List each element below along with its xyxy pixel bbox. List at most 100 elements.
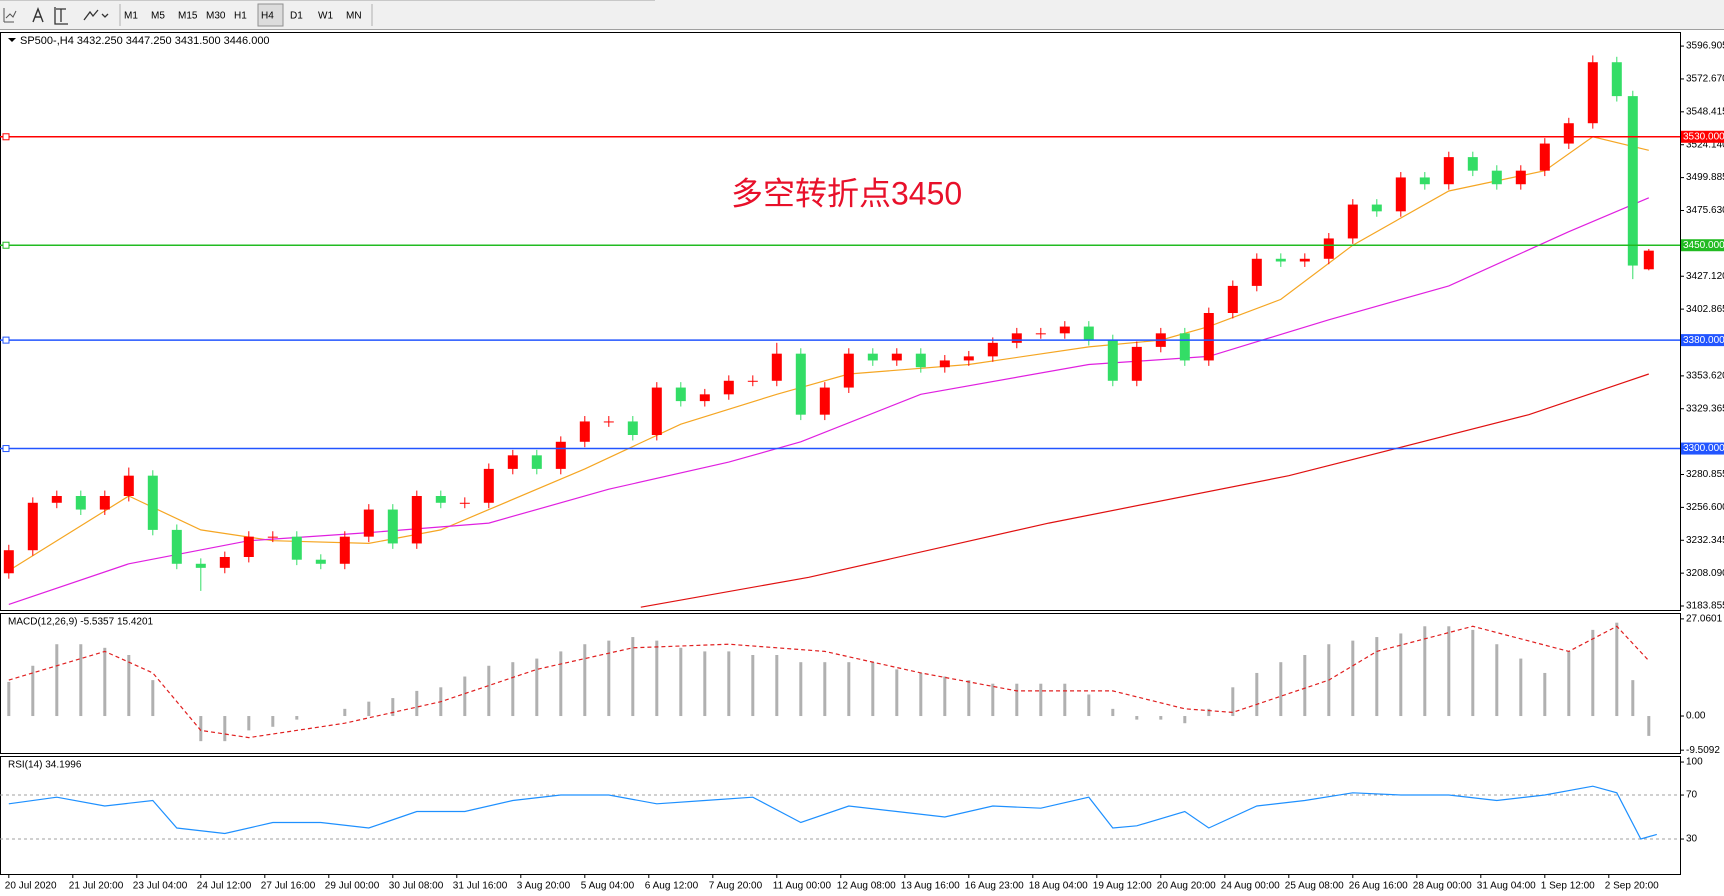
histogram-bar bbox=[943, 676, 947, 717]
chart-title: SP500-,H4 3432.250 3447.250 3431.500 344… bbox=[20, 35, 270, 47]
histogram-bar bbox=[1063, 683, 1067, 717]
histogram-bar bbox=[1087, 694, 1091, 717]
candle-body bbox=[435, 495, 446, 503]
candle-body bbox=[1035, 333, 1046, 335]
x-tick-label: 24 Jul 12:00 bbox=[197, 881, 252, 892]
x-tick-label: 7 Aug 20:00 bbox=[709, 881, 763, 892]
y-tick-label: 3475.630 bbox=[1686, 205, 1724, 216]
histogram-bar bbox=[751, 655, 755, 717]
toolbar: M1 M5 M15 M30 H1 H4 D1 W1 MN bbox=[0, 0, 1724, 30]
timeframe-button[interactable]: D1 bbox=[290, 11, 303, 22]
x-tick-label: 27 Jul 16:00 bbox=[261, 881, 316, 892]
histogram-bar bbox=[367, 701, 371, 717]
candle-body bbox=[267, 536, 278, 538]
icon-chart[interactable] bbox=[3, 8, 17, 23]
timeframe-button[interactable]: M15 bbox=[178, 11, 198, 22]
candle-body bbox=[1611, 62, 1622, 97]
candle-body bbox=[219, 556, 230, 568]
histogram-bar bbox=[847, 662, 851, 717]
candle-body bbox=[555, 441, 566, 469]
y-tick-label: 3280.855 bbox=[1686, 469, 1724, 480]
candle-body bbox=[1275, 258, 1286, 262]
candle-body bbox=[1627, 96, 1638, 266]
signal-line bbox=[8, 625, 1650, 739]
panel-frame bbox=[0, 613, 1681, 754]
candle-body bbox=[1587, 62, 1598, 124]
histogram-bar bbox=[1231, 687, 1235, 717]
candle-body bbox=[1443, 157, 1454, 185]
x-tick-label: 12 Aug 08:00 bbox=[837, 881, 896, 892]
candle-body bbox=[1179, 333, 1190, 361]
icon-shapes[interactable] bbox=[83, 9, 109, 21]
timeframe-button[interactable]: MN bbox=[346, 11, 362, 22]
histogram-bar bbox=[79, 644, 83, 717]
x-tick-label: 24 Aug 00:00 bbox=[1221, 881, 1280, 892]
candle-body bbox=[1491, 170, 1502, 185]
candle-body bbox=[123, 475, 134, 496]
x-tick-label: 19 Aug 12:00 bbox=[1093, 881, 1152, 892]
x-tick-label: 2 Sep 20:00 bbox=[1605, 881, 1659, 892]
icon-label[interactable] bbox=[54, 7, 68, 25]
histogram-bar bbox=[1039, 683, 1043, 717]
candle-body bbox=[771, 353, 782, 381]
histogram-bar bbox=[559, 651, 563, 717]
candle-body bbox=[339, 536, 350, 564]
price-line-label: 3380.000 bbox=[1683, 335, 1724, 346]
timeframe-active bbox=[257, 3, 284, 27]
candle-body bbox=[1347, 204, 1358, 239]
candle-body bbox=[147, 475, 158, 530]
x-tick-label: 16 Aug 23:00 bbox=[965, 881, 1024, 892]
histogram-bar bbox=[103, 647, 107, 717]
histogram-bar bbox=[487, 665, 491, 717]
histogram-bar bbox=[199, 716, 203, 742]
timeframe-button[interactable]: H4 bbox=[261, 11, 274, 22]
y-tick-label: 3183.855 bbox=[1686, 601, 1724, 612]
icon-text[interactable] bbox=[32, 7, 44, 23]
candle-body bbox=[603, 421, 614, 423]
timeframe-button[interactable]: M1 bbox=[124, 11, 138, 22]
histogram-bar bbox=[271, 716, 275, 727]
histogram-bar bbox=[127, 655, 131, 717]
y-tick-label: 3548.415 bbox=[1686, 106, 1724, 117]
histogram-bar bbox=[583, 644, 587, 717]
candle-body bbox=[1131, 346, 1142, 381]
price-line-handle bbox=[2, 241, 10, 249]
y-tick-label: 3499.885 bbox=[1686, 172, 1724, 183]
candle-body bbox=[363, 509, 374, 537]
timeframe-button[interactable]: H1 bbox=[234, 11, 247, 22]
histogram-bar bbox=[1255, 672, 1259, 717]
candle-body bbox=[843, 353, 854, 388]
annotation: 多空转折点3450 bbox=[731, 175, 962, 211]
y-tick-label: 0.00 bbox=[1686, 711, 1706, 722]
price-line-tag bbox=[1681, 442, 1724, 455]
histogram-bar bbox=[607, 640, 611, 717]
histogram-bar bbox=[1279, 662, 1283, 717]
y-tick-label: 3353.620 bbox=[1686, 371, 1724, 382]
panel-frame bbox=[0, 32, 1681, 611]
moving-average bbox=[640, 373, 1649, 608]
candle-body bbox=[1419, 177, 1430, 185]
histogram-bar bbox=[1159, 716, 1163, 720]
histogram-bar bbox=[775, 655, 779, 717]
x-tick-label: 11 Aug 00:00 bbox=[773, 881, 832, 892]
histogram-bar bbox=[7, 681, 11, 717]
histogram-bar bbox=[871, 662, 875, 717]
timeframe-button[interactable]: M30 bbox=[206, 11, 226, 22]
candle-body bbox=[699, 394, 710, 402]
timeframe-button[interactable]: W1 bbox=[318, 11, 333, 22]
histogram-bar bbox=[799, 662, 803, 717]
x-tick-label: 31 Jul 16:00 bbox=[453, 881, 508, 892]
candle-body bbox=[1299, 258, 1310, 262]
candle-body bbox=[867, 353, 878, 361]
timeframe-button[interactable]: M5 bbox=[151, 11, 165, 22]
candle-body bbox=[915, 353, 926, 368]
histogram-bar bbox=[55, 644, 59, 717]
candle-body bbox=[1515, 170, 1526, 185]
histogram-bar bbox=[1471, 629, 1475, 717]
candle-body bbox=[291, 536, 302, 560]
x-tick-label: 5 Aug 04:00 bbox=[581, 881, 635, 892]
x-tick-label: 1 Sep 12:00 bbox=[1541, 881, 1595, 892]
y-tick-label: 100 bbox=[1686, 757, 1703, 768]
x-tick-label: 28 Aug 00:00 bbox=[1413, 881, 1472, 892]
x-tick-label: 6 Aug 12:00 bbox=[645, 881, 699, 892]
